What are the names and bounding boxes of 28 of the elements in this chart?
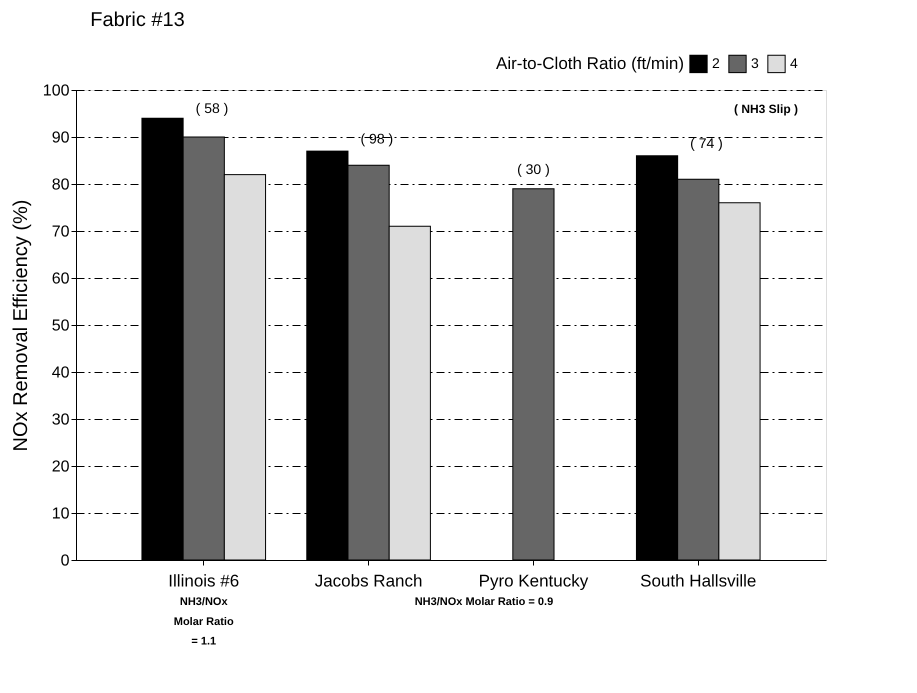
y-tick-label: 70 [52,224,70,240]
annotation: ( 58 ) [196,100,228,116]
y-tick-label: 50 [52,318,70,334]
chart-title: Fabric #13 [90,9,185,31]
x-tick-label: Pyro Kentucky [478,572,589,590]
legend-title: Air-to-Cloth Ratio (ft/min) [496,54,684,73]
x-tick-label: Jacobs Ranch [314,572,422,590]
y-tick-label: 0 [60,552,70,570]
annotation: ( 74 ) [690,135,723,151]
legend-label: 2 [712,54,720,71]
y-tick-label: 80 [52,176,70,194]
y-tick-label: 20 [52,458,70,476]
text: NH3/NOx Molar Ratio = 0.9 [414,596,554,608]
x-tick-label: Illinois #6 [168,572,240,590]
annotation: ( 30 ) [517,160,550,177]
y-tick-label: 10 [52,506,70,522]
y-tick-label: 60 [52,270,70,288]
y-tick-label: 90 [52,130,70,146]
annotation: ( NH3 Slip ) [734,102,798,116]
x-tick-label: South Hallsville [640,572,756,590]
text: NH3/NOx Molar Ratio = 1.1 [174,596,234,648]
annotation: ( 98 ) [360,130,394,146]
legend-label: 3 [751,54,759,71]
y-tick-label: 40 [52,364,70,382]
legend-label: 4 [790,54,798,71]
y-tick-label: 100 [42,82,70,100]
y-tick-label: 30 [52,412,70,428]
y-axis-title: NOx Removal Efficiency (%) [10,200,32,452]
